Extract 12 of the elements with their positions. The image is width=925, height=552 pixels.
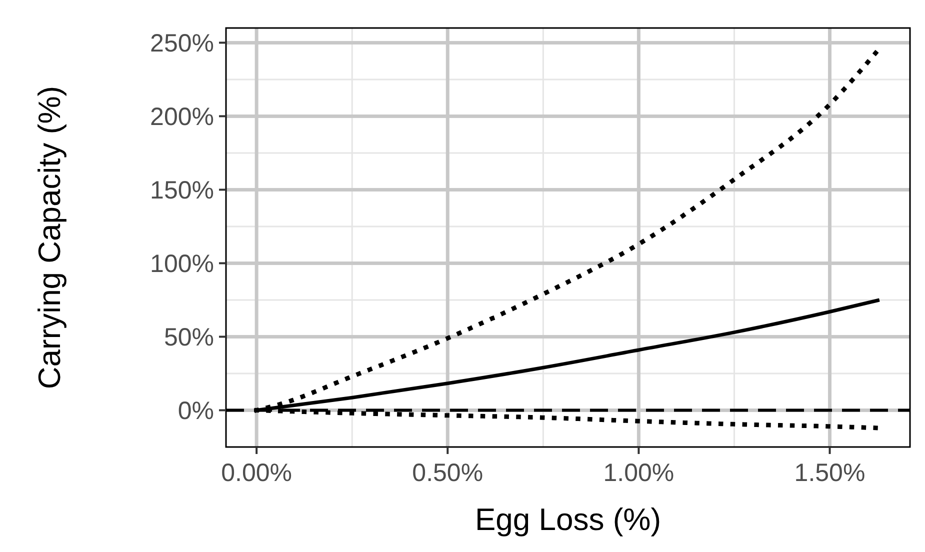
x-axis-title: Egg Loss (%) bbox=[474, 502, 662, 537]
y-tick-label: 100% bbox=[150, 250, 214, 278]
y-tick-label: 200% bbox=[150, 102, 214, 131]
x-tick-label: 1.50% bbox=[794, 459, 866, 487]
x-tick-label: 0.50% bbox=[412, 459, 484, 487]
y-tick-label: 50% bbox=[164, 323, 214, 352]
x-tick-label: 1.00% bbox=[603, 459, 674, 487]
y-tick-label: 0% bbox=[178, 396, 214, 425]
x-tick-label: 0.00% bbox=[221, 459, 292, 487]
y-tick-label: 250% bbox=[150, 29, 214, 58]
y-axis-title: Carrying Capacity (%) bbox=[32, 86, 67, 390]
y-tick-label: 150% bbox=[150, 176, 214, 204]
